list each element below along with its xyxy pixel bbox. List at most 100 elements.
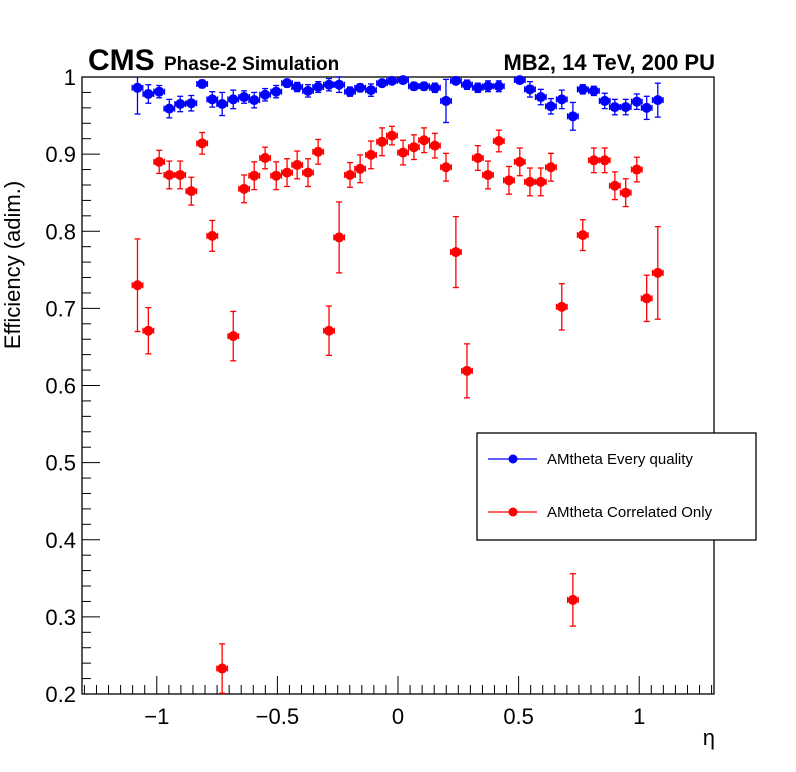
- data-point: [270, 84, 283, 99]
- data-point: [418, 127, 431, 154]
- legend-label-every-quality: AMtheta Every quality: [547, 451, 693, 468]
- marker: [652, 95, 663, 106]
- data-point: [492, 80, 505, 93]
- marker: [599, 95, 610, 106]
- x-axis-title: η: [703, 725, 715, 750]
- marker: [313, 82, 324, 93]
- chart-header: CMS Phase-2 Simulation MB2, 14 TeV, 200 …: [88, 44, 715, 77]
- marker: [461, 365, 472, 376]
- marker: [260, 152, 271, 163]
- data-point: [428, 132, 441, 159]
- data-point: [513, 75, 526, 86]
- marker: [398, 147, 409, 158]
- marker: [609, 102, 620, 113]
- legend-marker-blue: [508, 454, 518, 464]
- marker: [386, 75, 397, 86]
- marker: [324, 79, 335, 90]
- data-point: [503, 165, 515, 195]
- data-point: [440, 152, 452, 182]
- marker: [482, 169, 493, 180]
- data-point: [449, 75, 462, 86]
- marker: [398, 75, 409, 86]
- x-tick-label: 0.5: [503, 704, 534, 729]
- data-point: [492, 129, 505, 153]
- x-tick-label: −1: [144, 704, 169, 729]
- data-point: [323, 305, 335, 357]
- marker: [344, 169, 355, 180]
- marker: [292, 159, 303, 170]
- data-point: [471, 82, 484, 94]
- y-tick-label: 0.8: [45, 219, 76, 244]
- phase2-simulation-label: Phase-2 Simulation: [164, 54, 339, 75]
- conditions-label: MB2, 14 TeV, 200 PU: [503, 50, 715, 75]
- legend-entry-correlated-only: AMtheta Correlated Only: [488, 504, 713, 521]
- marker: [282, 78, 293, 89]
- data-point: [461, 79, 473, 90]
- marker: [535, 92, 546, 103]
- marker: [631, 96, 642, 107]
- data-point: [174, 95, 187, 113]
- marker: [344, 86, 355, 97]
- x-tick-label: 0: [392, 704, 404, 729]
- data-point: [142, 84, 155, 104]
- marker: [482, 81, 493, 92]
- data-point: [651, 225, 664, 320]
- data-point: [566, 573, 579, 627]
- marker: [450, 247, 461, 258]
- marker: [408, 81, 419, 92]
- marker: [441, 162, 452, 173]
- y-tick-label: 0.9: [45, 142, 76, 167]
- marker: [588, 85, 599, 96]
- marker: [365, 85, 376, 96]
- data-point: [238, 90, 251, 104]
- data-point: [344, 86, 356, 97]
- data-point: [248, 91, 261, 109]
- marker: [175, 169, 186, 180]
- marker: [588, 155, 599, 166]
- marker: [217, 663, 228, 674]
- data-point: [206, 219, 219, 252]
- marker: [334, 232, 345, 243]
- data-point: [227, 89, 240, 110]
- marker: [132, 82, 143, 93]
- x-tick-label: −0.5: [256, 704, 299, 729]
- data-point: [248, 161, 261, 191]
- data-point: [513, 147, 526, 177]
- data-point: [598, 92, 611, 110]
- marker: [609, 180, 620, 191]
- marker: [292, 82, 303, 93]
- legend-box: [476, 432, 757, 541]
- marker: [472, 152, 483, 163]
- data-point: [196, 131, 209, 155]
- marker: [556, 94, 567, 105]
- data-point: [566, 101, 579, 131]
- data-point: [576, 84, 589, 95]
- marker: [154, 86, 165, 97]
- data-point: [534, 167, 547, 197]
- data-point: [418, 81, 431, 92]
- data-point: [333, 201, 346, 274]
- data-point: [206, 91, 219, 108]
- data-point: [407, 81, 420, 92]
- legend-marker-red: [508, 507, 518, 517]
- data-point: [153, 149, 166, 175]
- marker: [207, 230, 218, 241]
- y-tick-label: 0.5: [45, 451, 76, 476]
- marker: [567, 111, 578, 122]
- y-axis-title: Efficiency (adim.): [0, 181, 25, 349]
- data-point: [640, 95, 653, 121]
- data-point: [471, 144, 484, 171]
- marker: [524, 84, 535, 95]
- marker: [556, 301, 567, 312]
- marker: [386, 130, 397, 141]
- data-point: [386, 125, 398, 146]
- marker: [493, 136, 504, 147]
- data-point: [142, 306, 155, 355]
- marker: [577, 230, 588, 241]
- data-point: [365, 83, 377, 97]
- marker: [239, 183, 250, 194]
- marker: [143, 325, 154, 336]
- data-point: [185, 94, 198, 112]
- data-point: [344, 161, 356, 188]
